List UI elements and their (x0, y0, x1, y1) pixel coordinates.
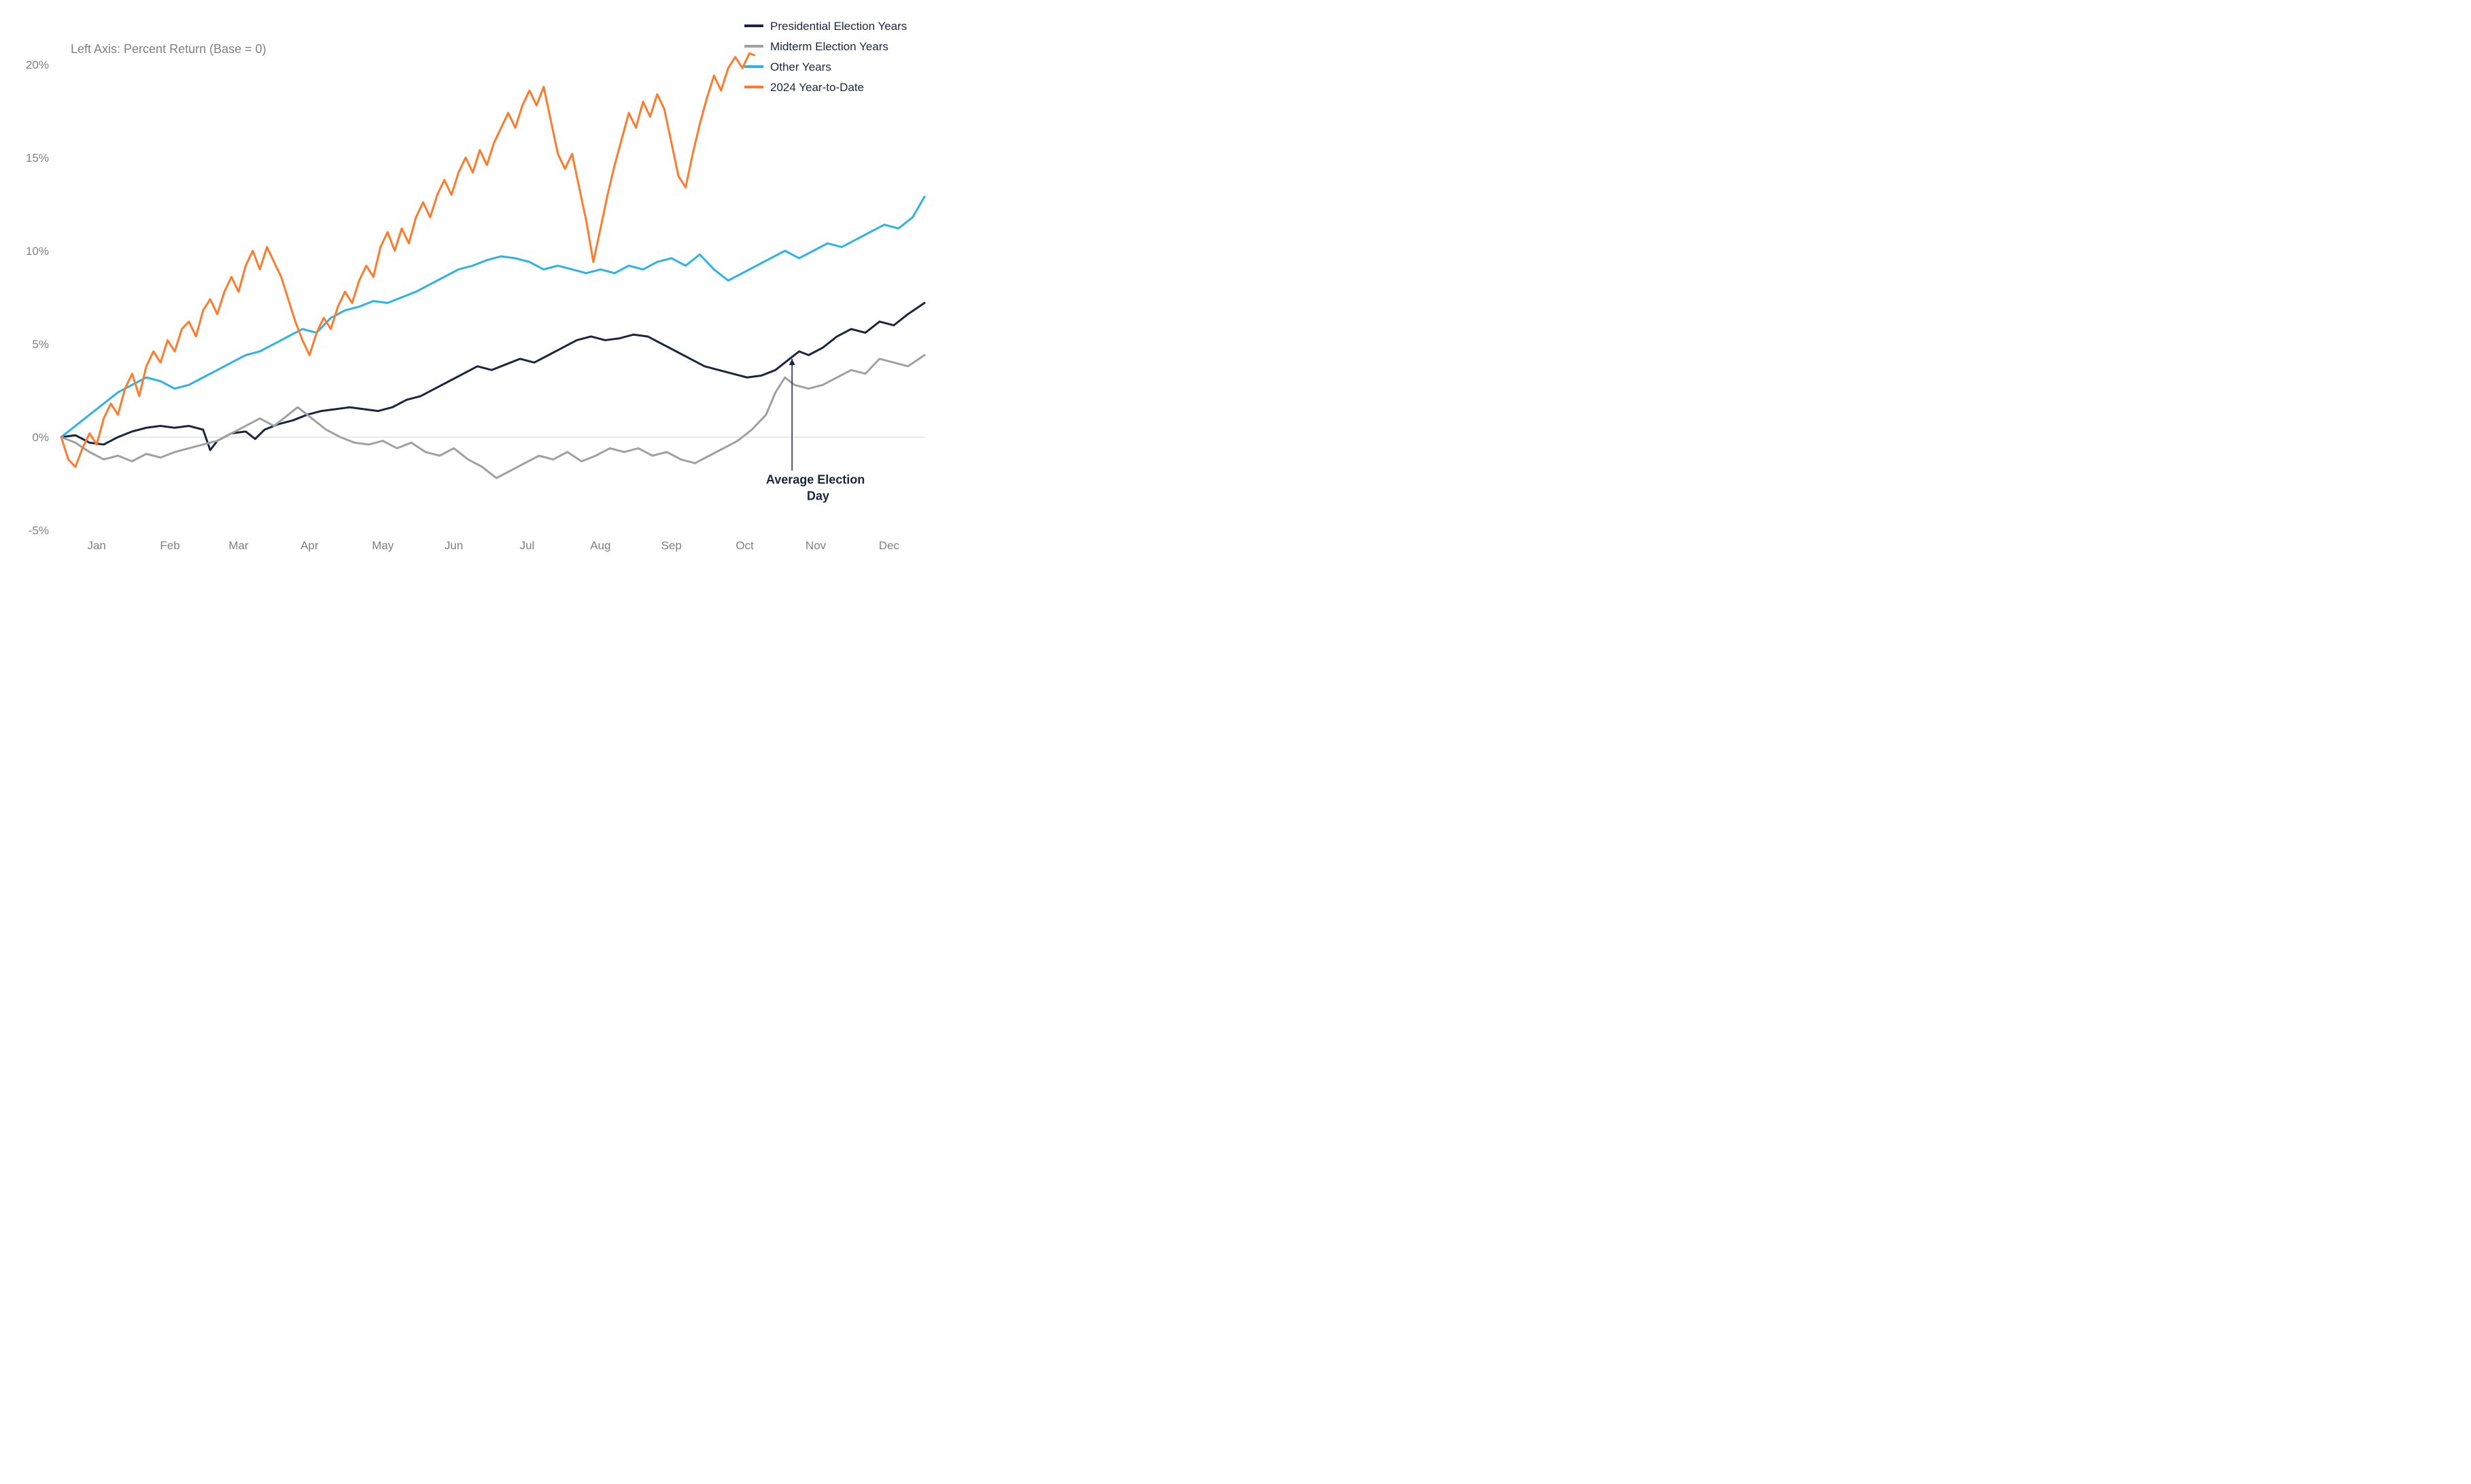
legend-label: Presidential Election Years (770, 20, 907, 33)
x-tick-label: Apr (300, 539, 319, 552)
series-line (61, 53, 754, 466)
x-tick-label: Feb (160, 539, 179, 552)
x-tick-label: Jul (520, 539, 535, 552)
legend-label: Other Years (770, 61, 831, 73)
series-line (61, 196, 925, 437)
y-tick-label: 0% (32, 431, 49, 444)
annotation-label: Average Election (766, 472, 865, 486)
x-tick-label: Nov (806, 539, 827, 552)
y-tick-label: -5% (29, 524, 49, 537)
legend-label: 2024 Year-to-Date (770, 81, 864, 94)
y-tick-label: 20% (26, 58, 49, 71)
y-tick-label: 5% (32, 338, 49, 351)
x-tick-label: Sep (661, 539, 682, 552)
returns-chart: -5% 0% 5% 10% 15% 20% Jan Feb Mar Apr May Jun Jul Aug… (14, 14, 948, 585)
x-tick-label: Oct (736, 539, 754, 552)
x-tick-label: Aug (590, 539, 610, 552)
x-tick-label: Dec (879, 539, 900, 552)
axis-title: Left Axis: Percent Return (Base = 0) (71, 42, 266, 56)
annotation-label: Day (807, 489, 829, 502)
x-tick-label: May (372, 539, 394, 552)
legend-label: Midterm Election Years (770, 40, 888, 53)
x-tick-label: Jan (87, 539, 105, 552)
x-tick-label: Mar (228, 539, 249, 552)
y-tick-label: 10% (26, 245, 49, 258)
chart-svg: -5% 0% 5% 10% 15% 20% Jan Feb Mar Apr May Jun Jul Aug… (14, 14, 948, 585)
x-tick-label: Jun (445, 539, 463, 552)
series-line (61, 355, 925, 478)
y-tick-label: 15% (26, 152, 49, 165)
